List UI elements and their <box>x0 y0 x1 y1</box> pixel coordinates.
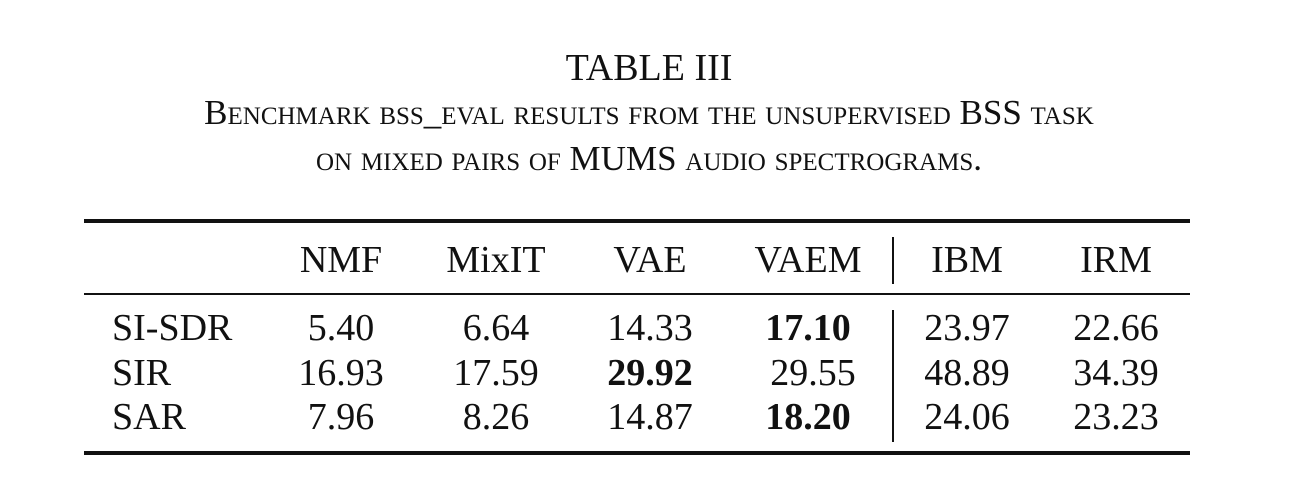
cell-sir-ibm: 48.89 <box>924 352 1010 394</box>
cell-sir-vaem: 29.55 <box>770 352 856 394</box>
oracle-separator-header <box>892 237 894 284</box>
cell-sar-irm: 23.23 <box>1073 396 1159 438</box>
cell-sir-irm: 34.39 <box>1073 352 1159 394</box>
cell-si-sdr-vaem: 17.10 <box>765 307 851 349</box>
cell-sar-vaem: 18.20 <box>765 396 851 438</box>
column-header-nmf: NMF <box>299 239 383 281</box>
cell-sir-mixit: 17.59 <box>453 352 539 394</box>
cell-si-sdr-vae: 14.33 <box>607 307 693 349</box>
cell-si-sdr-irm: 22.66 <box>1073 307 1159 349</box>
cell-sir-vae: 29.92 <box>607 352 693 394</box>
cell-sar-mixit: 8.26 <box>462 396 530 438</box>
table-header-rule <box>84 293 1190 295</box>
column-header-vae: VAE <box>613 239 687 281</box>
table-title-line-2: on mixed pairs of MUMS audio spectrogram… <box>315 139 982 178</box>
table-bottom-rule <box>84 451 1190 455</box>
row-label-sar: SAR <box>112 396 186 438</box>
table-title-line-1: Benchmark bss_eval results from the unsu… <box>204 93 1094 132</box>
column-header-mixit: MixIT <box>446 239 546 281</box>
row-label-sir: SIR <box>112 352 172 394</box>
table-label: TABLE III <box>565 47 733 89</box>
cell-si-sdr-mixit: 6.64 <box>462 307 530 349</box>
column-header-ibm: IBM <box>931 239 1003 281</box>
oracle-separator-body <box>892 310 894 442</box>
row-label-si-sdr: SI-SDR <box>112 307 233 349</box>
column-header-vaem: VAEM <box>754 239 862 281</box>
column-header-irm: IRM <box>1080 239 1152 281</box>
cell-si-sdr-ibm: 23.97 <box>924 307 1010 349</box>
cell-sar-ibm: 24.06 <box>924 396 1010 438</box>
cell-sar-vae: 14.87 <box>607 396 693 438</box>
cell-sir-nmf: 16.93 <box>298 352 384 394</box>
cell-si-sdr-nmf: 5.40 <box>307 307 375 349</box>
table-top-rule <box>84 219 1190 223</box>
cell-sar-nmf: 7.96 <box>307 396 375 438</box>
